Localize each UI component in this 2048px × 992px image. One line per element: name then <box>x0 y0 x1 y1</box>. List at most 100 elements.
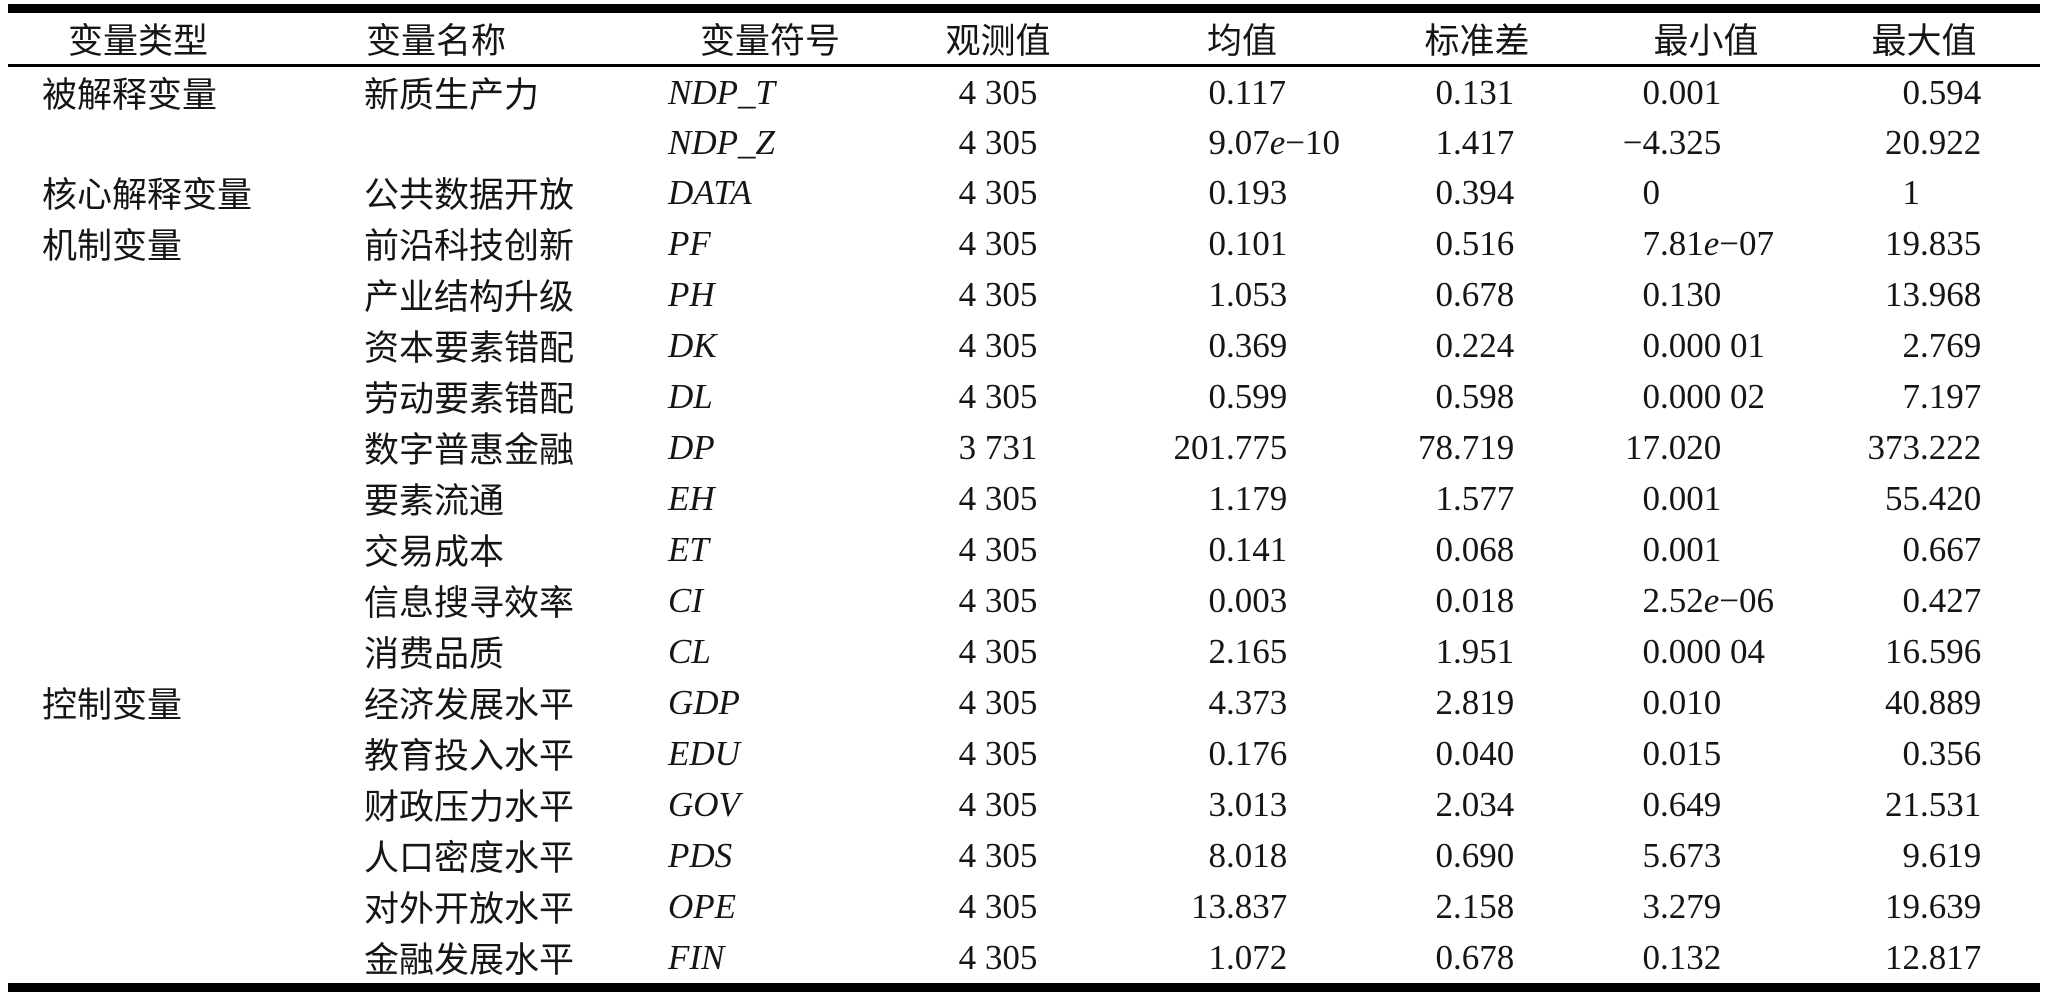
cell-std-dev: 78.719 <box>1418 427 1515 467</box>
cell-min: 0.000 01 <box>1642 325 1766 365</box>
cell-max: 20.922 <box>1885 122 1982 162</box>
cell-variable-type <box>8 473 348 524</box>
cell-variable-name: 要素流通 <box>364 482 505 521</box>
cell-variable-type <box>8 779 348 830</box>
cell-std-dev: 0.516 <box>1435 223 1515 263</box>
cell-variable-symbol: DK <box>668 325 717 365</box>
cell-min: 0.649 <box>1642 784 1722 824</box>
cell-variable-type <box>8 728 348 779</box>
table-row: NDP_Z 4 305 9.07e−10 1.417 −4.325 20.922 <box>8 118 2040 167</box>
cell-min: 2.52e−06 <box>1642 580 1775 620</box>
cell-observations: 4 305 <box>958 835 1038 875</box>
cell-variable-name: 教育投入水平 <box>364 737 575 776</box>
cell-observations: 4 305 <box>958 223 1038 263</box>
cell-variable-symbol: CI <box>668 580 703 620</box>
cell-variable-type: 被解释变量 <box>42 76 218 115</box>
cell-variable-symbol: DATA <box>668 172 752 212</box>
cell-variable-name: 资本要素错配 <box>364 329 575 368</box>
cell-variable-name: 新质生产力 <box>364 76 540 115</box>
cell-variable-name: 财政压力水平 <box>364 788 575 827</box>
cell-variable-name <box>348 118 658 167</box>
cell-variable-symbol: ET <box>668 529 709 569</box>
cell-std-dev: 0.394 <box>1435 172 1515 212</box>
cell-variable-type: 控制变量 <box>42 686 183 725</box>
cell-max: 373.222 <box>1867 427 1982 467</box>
cell-variable-symbol: DL <box>668 376 713 416</box>
cell-variable-type <box>8 524 348 575</box>
cell-observations: 4 305 <box>958 274 1038 314</box>
cell-min: 0.010 <box>1642 682 1722 722</box>
cell-max: 1 <box>1902 172 1921 212</box>
table-row: 信息搜寻效率 CI 4 305 0.003 0.018 2.52e−06 0.427 <box>8 575 2040 626</box>
cell-observations: 4 305 <box>958 580 1038 620</box>
cell-min: 0.015 <box>1642 733 1722 773</box>
cell-variable-type <box>8 881 348 932</box>
cell-std-dev: 0.131 <box>1435 72 1515 112</box>
cell-min: 0.001 <box>1642 529 1722 569</box>
cell-variable-symbol: PDS <box>668 835 733 875</box>
cell-min: 5.673 <box>1642 835 1722 875</box>
cell-max: 13.968 <box>1885 274 1982 314</box>
cell-mean: 201.775 <box>1173 427 1288 467</box>
cell-variable-name: 前沿科技创新 <box>364 227 575 266</box>
cell-mean: 0.176 <box>1208 733 1288 773</box>
cell-variable-symbol: CL <box>668 631 711 671</box>
cell-observations: 4 305 <box>958 325 1038 365</box>
header-variable-name: 变量名称 <box>348 8 658 67</box>
header-observations: 观测值 <box>918 8 1078 67</box>
cell-min: 0.000 02 <box>1642 376 1766 416</box>
cell-std-dev: 2.158 <box>1435 886 1515 926</box>
cell-observations: 4 305 <box>958 122 1038 162</box>
cell-variable-name: 经济发展水平 <box>364 686 575 725</box>
cell-min: 0.000 04 <box>1642 631 1766 671</box>
cell-observations: 4 305 <box>958 886 1038 926</box>
header-min: 最小值 <box>1558 8 1808 67</box>
cell-max: 19.639 <box>1885 886 1982 926</box>
cell-mean: 4.373 <box>1208 682 1288 722</box>
cell-mean: 0.101 <box>1208 223 1288 263</box>
cell-max: 40.889 <box>1885 682 1982 722</box>
table-row: 被解释变量 新质生产力 NDP_T 4 305 0.117 0.131 0.001 0.594 <box>8 66 2040 119</box>
cell-variable-symbol: PH <box>668 274 715 314</box>
cell-std-dev: 0.690 <box>1435 835 1515 875</box>
cell-min: 7.81e−07 <box>1642 223 1775 263</box>
table-row: 教育投入水平 EDU 4 305 0.176 0.040 0.015 0.356 <box>8 728 2040 779</box>
table-row: 消费品质 CL 4 305 2.165 1.951 0.000 04 16.596 <box>8 626 2040 677</box>
cell-variable-name: 交易成本 <box>364 533 505 572</box>
summary-statistics-table: 变量类型 变量名称 变量符号 观测值 均值 标准差 最小值 最大值 被解释变量 新… <box>8 4 2040 992</box>
cell-max: 55.420 <box>1885 478 1982 518</box>
cell-variable-symbol: GOV <box>668 784 740 824</box>
cell-max: 16.596 <box>1885 631 1982 671</box>
cell-mean: 9.07e−10 <box>1208 122 1341 162</box>
cell-min: 17.020 <box>1625 427 1722 467</box>
cell-max: 19.835 <box>1885 223 1982 263</box>
cell-observations: 4 305 <box>958 72 1038 112</box>
cell-observations: 3 731 <box>958 427 1038 467</box>
cell-variable-name: 消费品质 <box>364 635 505 674</box>
cell-variable-symbol: NDP_T <box>668 72 775 112</box>
table-row: 要素流通 EH 4 305 1.179 1.577 0.001 55.420 <box>8 473 2040 524</box>
cell-min: 0 <box>1642 172 1661 212</box>
cell-variable-type <box>8 575 348 626</box>
cell-variable-name: 对外开放水平 <box>364 890 575 929</box>
cell-variable-name: 人口密度水平 <box>364 839 575 878</box>
cell-std-dev: 1.577 <box>1435 478 1515 518</box>
cell-variable-type <box>8 422 348 473</box>
cell-variable-type <box>8 371 348 422</box>
cell-std-dev: 0.068 <box>1435 529 1515 569</box>
cell-min: 3.279 <box>1642 886 1722 926</box>
cell-mean: 0.599 <box>1208 376 1288 416</box>
cell-max: 21.531 <box>1885 784 1982 824</box>
table-row: 人口密度水平 PDS 4 305 8.018 0.690 5.673 9.619 <box>8 830 2040 881</box>
cell-mean: 3.013 <box>1208 784 1288 824</box>
cell-mean: 0.369 <box>1208 325 1288 365</box>
cell-max: 7.197 <box>1902 376 1982 416</box>
table-row: 产业结构升级 PH 4 305 1.053 0.678 0.130 13.968 <box>8 269 2040 320</box>
table-row: 对外开放水平 OPE 4 305 13.837 2.158 3.279 19.639 <box>8 881 2040 932</box>
header-variable-type: 变量类型 <box>8 8 348 67</box>
cell-std-dev: 0.678 <box>1435 274 1515 314</box>
cell-std-dev: 2.034 <box>1435 784 1515 824</box>
cell-std-dev: 0.598 <box>1435 376 1515 416</box>
cell-std-dev: 0.040 <box>1435 733 1515 773</box>
